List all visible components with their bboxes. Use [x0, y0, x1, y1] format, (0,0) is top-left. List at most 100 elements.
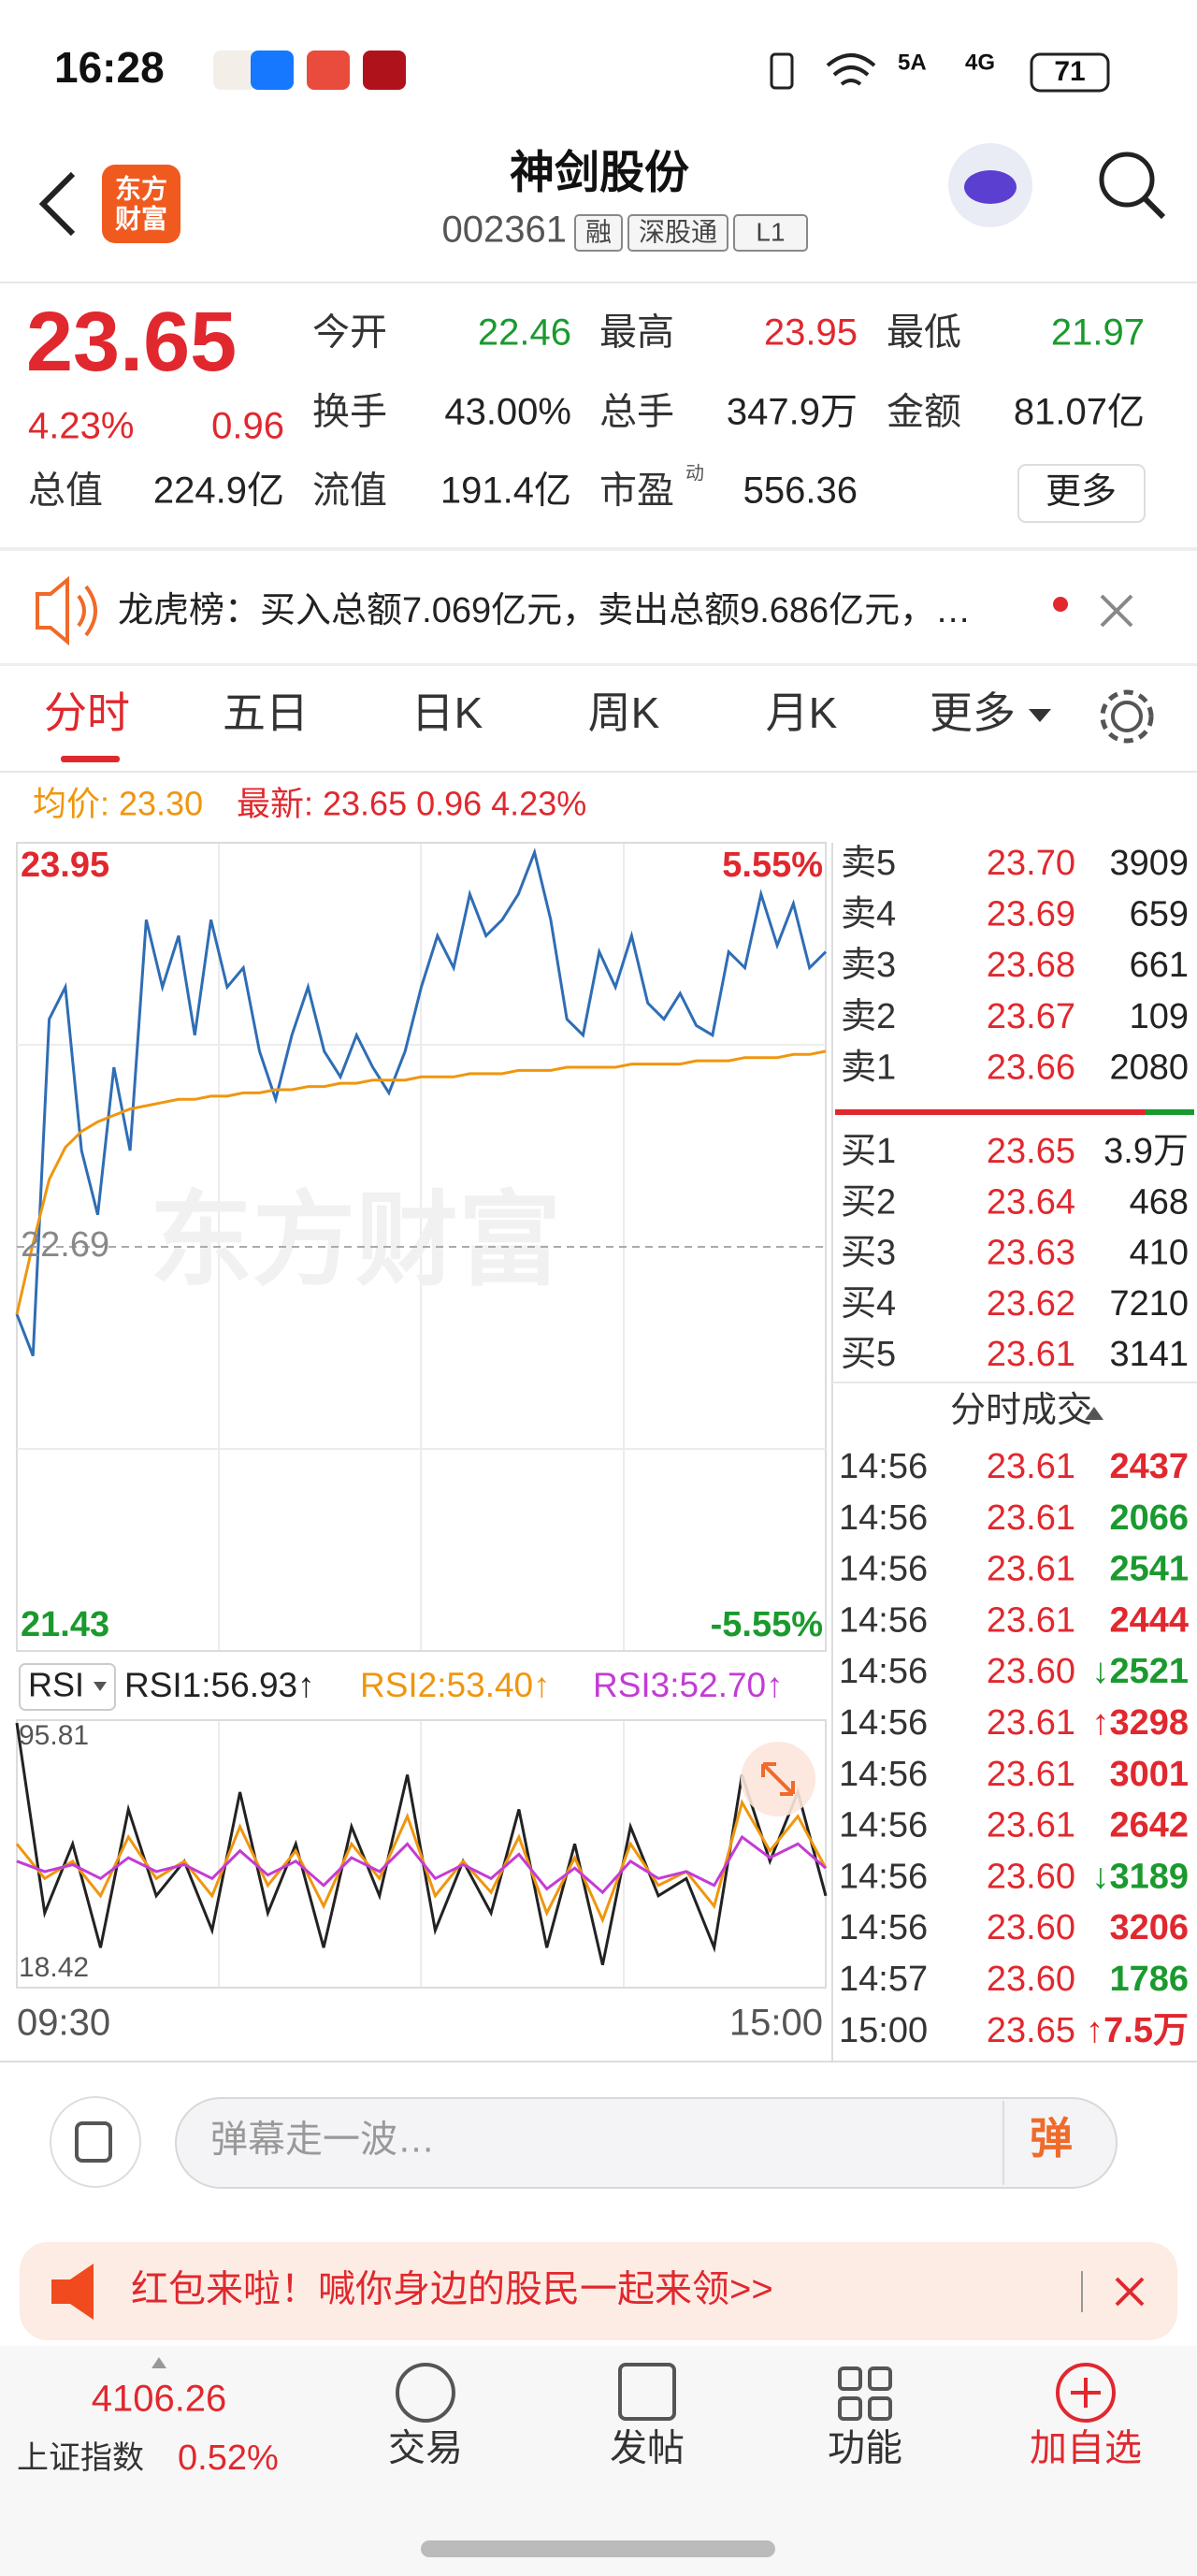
tab[interactable]: 分时	[44, 688, 130, 737]
latest-price: 最新: 23.65 0.96 4.23%	[237, 785, 586, 823]
book-volume: 2080	[1109, 1048, 1189, 1087]
tab[interactable]: 日K	[411, 688, 483, 737]
nav-icon-plus	[1071, 2378, 1101, 2408]
trade-time: 15:00	[839, 2011, 928, 2050]
danmaku-button[interactable]: 弹	[1030, 2114, 1073, 2163]
trade-time: 14:56	[839, 1600, 928, 1640]
legend-entry: RSI3:52.70↑	[593, 1666, 784, 1704]
trade-price: 23.61	[987, 1806, 1075, 1845]
settings-button[interactable]	[1111, 701, 1143, 732]
banner[interactable]	[20, 2242, 1177, 2340]
tab[interactable]: 月K	[766, 688, 838, 737]
trade-volume: ↓2521	[1091, 1652, 1189, 1691]
app-logo	[102, 165, 180, 243]
tab[interactable]: 周K	[588, 688, 660, 737]
trade-volume: 2642	[1109, 1806, 1189, 1845]
book-level: 卖5	[841, 844, 896, 883]
logo-text: 东方	[115, 173, 167, 203]
stock-tag	[733, 214, 808, 252]
avatar-face	[964, 170, 1017, 204]
trade-volume: 2444	[1109, 1600, 1189, 1640]
trade-volume: 1786	[1109, 1960, 1189, 1999]
legend-entry: RSI1:56.93↑	[124, 1666, 315, 1704]
nav-item[interactable]: 发帖	[610, 2428, 685, 2469]
book-level: 卖2	[841, 997, 896, 1036]
back-button[interactable]	[38, 171, 76, 237]
nav-icon[interactable]	[1056, 2363, 1116, 2423]
nav-icon-cell	[838, 2396, 862, 2421]
book-price: 23.66	[987, 1048, 1075, 1087]
watermark: 东方财富	[150, 1183, 561, 1298]
notice-dot	[1053, 597, 1068, 612]
trade-time: 14:56	[839, 1550, 928, 1589]
nav-icon[interactable]	[838, 2366, 892, 2421]
trade-time: 14:56	[839, 1652, 928, 1691]
book-price: 23.65	[987, 1132, 1075, 1171]
x-tick-label: 09:30	[17, 2003, 110, 2044]
nav-icon[interactable]	[618, 2363, 676, 2421]
trade-price: 23.61	[987, 1600, 1075, 1640]
banner-text[interactable]: 红包来啦！喊你身边的股民一起来领>>	[131, 2269, 773, 2310]
stock-tag-text: L1	[756, 217, 785, 246]
book-volume: 3.9万	[1103, 1132, 1189, 1171]
last-price: 23.65	[26, 296, 237, 389]
y2-tick-label: -5.55%	[711, 1605, 823, 1644]
trade-price: 23.60	[987, 1908, 1075, 1947]
trade-price: 23.60	[987, 1960, 1075, 1999]
nav-icon[interactable]	[396, 2363, 455, 2423]
indicator-dropdown	[94, 1682, 107, 1691]
book-split	[1146, 1109, 1194, 1115]
notice-icon	[36, 575, 97, 646]
field-label: 流值	[312, 470, 387, 512]
tab[interactable]: 五日	[223, 688, 309, 737]
banner-close[interactable]	[1115, 2277, 1145, 2307]
stock-tag-text: 深股通	[639, 217, 717, 246]
trade-time: 14:56	[839, 1806, 928, 1845]
y-tick-label: 23.95	[21, 846, 109, 885]
comment-input[interactable]	[175, 2097, 1118, 2189]
book-level: 卖3	[841, 946, 896, 985]
y-tick-label: 95.81	[19, 1720, 89, 1751]
trade-volume: 3206	[1109, 1908, 1189, 1947]
book-volume: 7210	[1109, 1284, 1189, 1324]
indicator-selector[interactable]	[19, 1663, 116, 1711]
more-button-label[interactable]: 更多	[1046, 472, 1117, 512]
nav-item[interactable]: 加自选	[1030, 2428, 1142, 2469]
tab[interactable]: 更多	[930, 688, 1016, 737]
notice-close[interactable]	[1100, 594, 1133, 628]
y2-tick-label: 5.55%	[722, 846, 823, 885]
divider	[0, 547, 1197, 551]
network-label: 5A	[898, 50, 927, 75]
more-button[interactable]	[1017, 464, 1146, 523]
battery-level: 71	[1054, 56, 1085, 87]
change-pct: 4.23%	[28, 406, 134, 447]
series-line	[15, 1049, 827, 1315]
book-price: 23.70	[987, 844, 1075, 883]
search-button[interactable]	[1099, 152, 1155, 208]
index-arrow	[151, 2357, 166, 2368]
sort-arrow	[1085, 1407, 1103, 1420]
trade-price: 23.61	[987, 1550, 1075, 1589]
trade-price: 23.60	[987, 1652, 1075, 1691]
nav-item[interactable]: 交易	[388, 2428, 463, 2469]
series-line	[15, 847, 828, 1357]
status-time: 16:28	[54, 43, 165, 92]
status-icon	[307, 51, 350, 90]
trade-time: 14:56	[839, 1447, 928, 1486]
trade-price: 23.65	[987, 2011, 1075, 2050]
stock-tag	[574, 214, 623, 252]
trade-time: 14:56	[839, 1857, 928, 1896]
field-value: 21.97	[1051, 312, 1145, 354]
nav-item[interactable]: 功能	[828, 2428, 902, 2469]
tab-underline	[61, 756, 120, 762]
comment-settings[interactable]	[50, 2096, 141, 2188]
trade-price: 23.61	[987, 1498, 1075, 1538]
stock-code: 002361	[442, 210, 567, 251]
tab-dropdown-arrow	[1029, 709, 1051, 722]
series-line	[16, 1834, 827, 1895]
search-handle	[1142, 195, 1166, 220]
field-value: 43.00%	[444, 392, 571, 433]
trade-volume: 2541	[1109, 1550, 1189, 1589]
series-line	[15, 1799, 828, 1924]
